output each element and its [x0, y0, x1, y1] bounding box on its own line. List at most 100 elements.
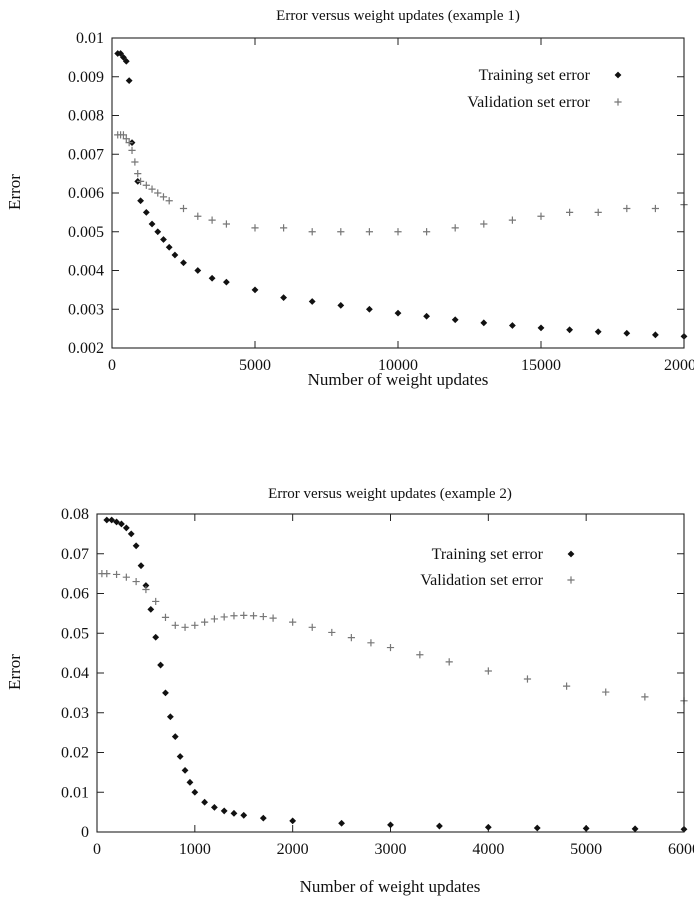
data-point [154, 228, 162, 236]
data-point [365, 228, 373, 236]
data-point [186, 778, 194, 786]
y-tick-label: 0 [81, 824, 89, 841]
legend-marker [567, 550, 575, 558]
data-point [176, 753, 184, 760]
data-point [416, 651, 424, 659]
data-point [112, 570, 121, 579]
legend-entry-label: Validation set error [420, 572, 543, 589]
y-tick-label: 0.002 [68, 340, 104, 357]
data-point [230, 809, 238, 817]
data-point [259, 814, 267, 822]
y-tick-label: 0.04 [61, 665, 89, 682]
data-point [251, 286, 259, 294]
data-point [280, 294, 287, 302]
x-tick-label: 5000 [570, 841, 602, 858]
data-point [249, 612, 258, 620]
x-tick-label: 4000 [472, 841, 504, 858]
y-tick-label: 0.008 [68, 108, 104, 125]
data-point [582, 825, 590, 832]
data-point [484, 667, 492, 675]
y-tick-label: 0.05 [61, 625, 89, 642]
data-point [160, 236, 167, 243]
data-point [132, 577, 140, 586]
data-point [152, 633, 160, 641]
data-point [308, 623, 316, 631]
data-point [394, 228, 402, 236]
data-point [280, 224, 288, 232]
data-point [651, 204, 659, 213]
data-point [480, 319, 488, 327]
data-point [480, 220, 488, 228]
legend-marker [614, 98, 622, 106]
data-point [131, 158, 139, 166]
data-point [222, 220, 230, 228]
chart-title: Error versus weight updates (example 2) [268, 486, 512, 502]
data-point [566, 208, 574, 216]
data-point [269, 614, 277, 622]
data-point [366, 305, 373, 313]
x-tick-label: 5000 [239, 357, 271, 374]
data-point [509, 322, 516, 329]
data-point [122, 524, 130, 532]
legend-entry-label: Validation set error [467, 94, 590, 111]
y-tick-label: 0.08 [61, 506, 89, 523]
data-point [194, 267, 202, 274]
data-point [436, 822, 443, 830]
data-point [337, 301, 345, 309]
y-axis-label: Error [5, 654, 24, 690]
y-tick-label: 0.07 [61, 546, 89, 563]
data-point [171, 621, 179, 629]
data-marks [98, 516, 688, 833]
data-point [162, 689, 169, 697]
chart-title: Error versus weight updates (example 1) [276, 8, 520, 24]
data-point [210, 615, 218, 623]
data-point [137, 197, 144, 205]
data-point [451, 224, 459, 232]
data-point [171, 733, 179, 740]
data-point [240, 811, 248, 819]
data-point [623, 329, 631, 337]
data-point [328, 628, 336, 637]
data-point [451, 316, 459, 324]
y-tick-label: 0.02 [61, 745, 89, 762]
data-point [240, 611, 248, 619]
x-tick-label: 2000 [277, 841, 309, 858]
data-point [125, 139, 133, 147]
data-point [108, 516, 116, 524]
data-point [537, 212, 545, 220]
data-point [602, 688, 610, 696]
y-tick-label: 0.007 [68, 146, 104, 163]
x-tick-label: 15000 [521, 357, 561, 374]
series-validation [114, 131, 688, 236]
y-tick-label: 0.03 [61, 705, 89, 722]
x-tick-label: 0 [108, 357, 116, 374]
x-tick-label: 0 [93, 841, 101, 858]
data-point [128, 146, 136, 154]
data-point [537, 324, 545, 332]
x-axis-label: Number of weight updates [308, 370, 489, 389]
data-point [125, 77, 133, 85]
legend: Training set error Validation set error [467, 67, 622, 111]
data-point [154, 189, 162, 197]
data-point [127, 530, 135, 538]
data-marks [114, 50, 688, 340]
data-point [289, 817, 297, 825]
data-point [445, 658, 453, 666]
data-point [220, 807, 228, 815]
y-tick-label: 0.006 [68, 185, 104, 202]
y-tick-label: 0.009 [68, 69, 104, 86]
data-point [594, 208, 602, 216]
data-point [194, 212, 202, 220]
data-point [137, 562, 145, 570]
data-point [181, 766, 189, 774]
x-tick-label: 10000 [378, 357, 418, 374]
data-point [211, 803, 218, 811]
data-point [122, 135, 130, 143]
data-point [208, 274, 216, 282]
series-training [103, 516, 688, 833]
data-point [159, 193, 168, 201]
data-point [223, 278, 230, 286]
series-training [114, 50, 688, 340]
